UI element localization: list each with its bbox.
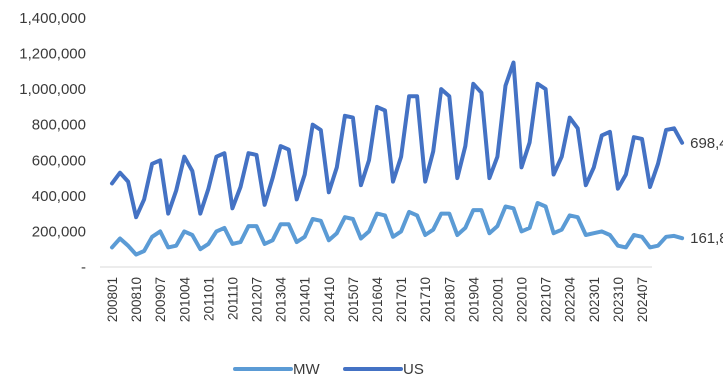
x-tick-label: 201110 [225, 277, 240, 320]
x-tick-label: 201710 [418, 277, 433, 322]
x-tick-label: 201604 [370, 277, 385, 323]
x-axis: 200801 200810 200907 201004 201101 201110 2012… [100, 266, 652, 323]
x-tick-label: 201101 [201, 277, 216, 321]
x-tick-label: 200810 [129, 277, 144, 322]
x-tick-label: 202310 [611, 277, 626, 322]
series-line-us [110, 60, 685, 220]
x-tick-label: 201807 [442, 277, 457, 322]
end-labels: 161,837 698,446 [690, 135, 723, 247]
x-tick-label: 201004 [177, 277, 192, 323]
y-tick-label: 1,000,000 [19, 81, 86, 98]
y-tick-label: 600,000 [32, 152, 86, 169]
x-tick-label: 201507 [346, 277, 361, 322]
x-tick-label: 201410 [322, 277, 337, 322]
y-tick-label: - [81, 259, 86, 276]
x-tick-label: 200907 [153, 277, 168, 322]
y-tick-label: 200,000 [32, 223, 86, 240]
x-tick-label: 202301 [587, 277, 602, 322]
end-value-label-mw: 161,837 [690, 230, 723, 247]
x-tick-label: 202107 [539, 277, 554, 322]
x-tick-label: 202204 [563, 277, 578, 323]
series-layer [110, 60, 685, 257]
y-tick-label: 800,000 [32, 117, 86, 134]
x-tick-label: 201401 [298, 277, 313, 322]
x-tick-label: 202010 [515, 277, 530, 322]
y-tick-label: 1,200,000 [19, 46, 86, 63]
legend-label-us: US [403, 361, 424, 378]
series-line-mw [110, 201, 685, 257]
y-tick-label: 400,000 [32, 188, 86, 205]
x-tick-label: 202001 [490, 277, 505, 322]
x-tick-label: 201207 [250, 277, 265, 322]
x-tick-label: 201304 [274, 277, 289, 323]
y-axis: - 200,000 400,000 600,000 800,000 1,000,000 1,… [19, 10, 86, 276]
end-value-label-us: 698,446 [690, 135, 723, 152]
x-tick-label: 201904 [466, 277, 481, 323]
x-tick-label: 202407 [635, 277, 650, 322]
x-tick-label: 200801 [105, 277, 120, 322]
y-tick-label: 1,400,000 [19, 10, 86, 27]
legend: MW US [233, 361, 424, 378]
x-tick-label: 201701 [394, 277, 409, 322]
legend-label-mw: MW [293, 361, 320, 378]
